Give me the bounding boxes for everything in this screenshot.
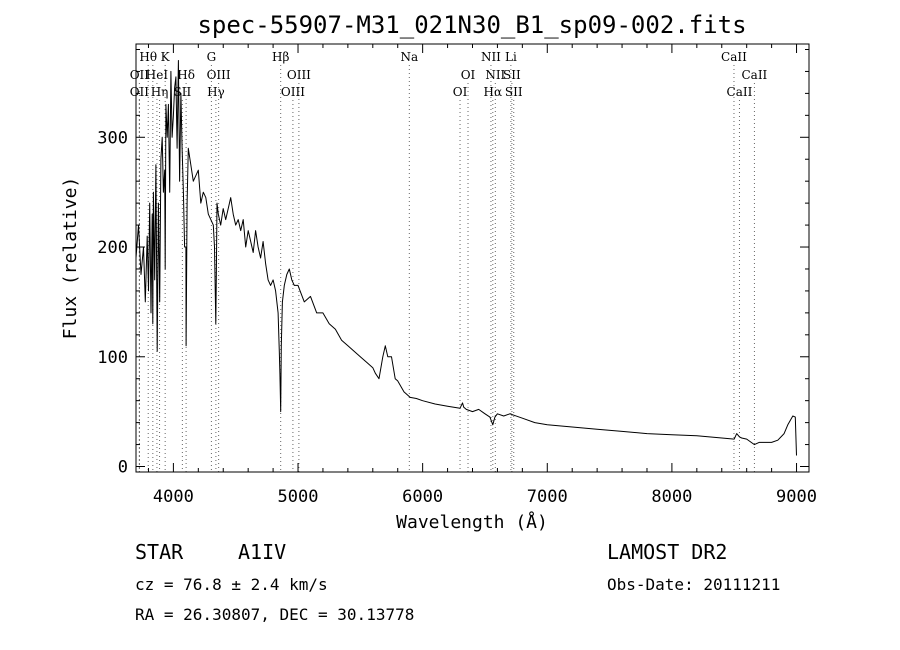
spectral-line-label: Hη xyxy=(151,85,169,99)
spectral-line-markers xyxy=(138,65,755,472)
y-tick-label: 100 xyxy=(97,348,128,368)
spectral-line-label: G xyxy=(207,50,217,64)
object-subclass: A1IV xyxy=(238,540,286,564)
plot-frame xyxy=(135,43,810,473)
spectral-line-label: OI xyxy=(461,68,476,82)
x-axis-ticks: 4000 5000 6000 7000 8000 9000 xyxy=(147,44,817,507)
spectral-line-label: K xyxy=(161,50,171,64)
object-class: STAR xyxy=(135,540,184,564)
spectral-line-label: CaII xyxy=(721,50,747,64)
x-tick-label: 6000 xyxy=(402,487,443,507)
y-tick-label: 0 xyxy=(118,458,128,478)
spectral-line-label: OII xyxy=(130,68,150,82)
x-tick-label: 7000 xyxy=(527,487,568,507)
x-tick-label: 9000 xyxy=(776,487,817,507)
y-tick-label: 300 xyxy=(97,128,128,148)
y-tick-label: 200 xyxy=(97,238,128,258)
x-tick-label: 4000 xyxy=(153,487,194,507)
y-axis-label: Flux (relative) xyxy=(60,177,81,340)
spectral-line-label: OIII xyxy=(287,68,311,82)
spectral-line-label: OI xyxy=(453,85,468,99)
ra-dec: RA = 26.30807, DEC = 30.13778 xyxy=(135,605,414,624)
spectral-line-label: OIII xyxy=(207,68,231,82)
redshift-cz: cz = 76.8 ± 2.4 km/s xyxy=(135,575,328,594)
spectrum-line xyxy=(135,60,797,456)
spectral-line-label: NII xyxy=(481,50,501,64)
spectral-line-label: Hβ xyxy=(272,50,289,64)
spectral-line-label: Hα xyxy=(484,85,503,99)
x-axis-label: Wavelength (Å) xyxy=(396,511,548,533)
spectral-line-label: HeI xyxy=(146,68,169,82)
spectral-line-label: Li xyxy=(505,50,517,64)
x-tick-label: 5000 xyxy=(278,487,319,507)
y-axis-ticks: 0 100 200 300 xyxy=(97,48,809,478)
chart-title: spec-55907-M31_021N30_B1_sp09-002.fits xyxy=(197,11,746,39)
spectral-line-label: OIII xyxy=(281,85,305,99)
spectral-line-label: OII xyxy=(130,85,150,99)
spectral-line-label: NII xyxy=(485,68,505,82)
spectral-line-label: SII xyxy=(503,68,521,82)
spectral-line-label: CaII xyxy=(741,68,767,82)
spectral-line-label: Na xyxy=(400,50,418,64)
spectral-line-label: Hδ xyxy=(177,68,195,82)
spectral-line-label: SII xyxy=(505,85,523,99)
observation-date: Obs-Date: 20111211 xyxy=(607,575,780,594)
survey-name: LAMOST DR2 xyxy=(607,540,727,564)
spectral-line-label: CaII xyxy=(727,85,753,99)
spectral-line-label: Hθ xyxy=(139,50,157,64)
x-tick-label: 8000 xyxy=(651,487,692,507)
spectral-line-label: Hγ xyxy=(207,85,225,99)
